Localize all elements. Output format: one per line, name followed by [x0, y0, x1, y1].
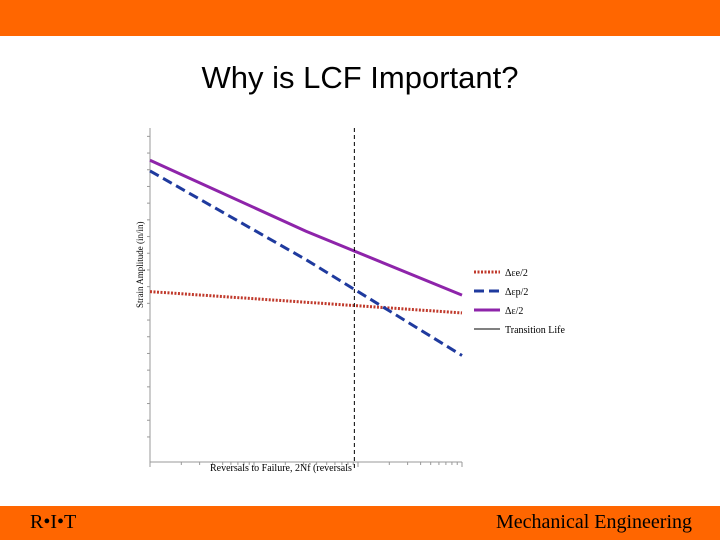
slide-title: Why is LCF Important? [201, 60, 519, 95]
legend-label-0: Δεe/2 [505, 268, 528, 279]
series-line-1 [149, 169, 463, 357]
legend-label-1: Δεp/2 [505, 287, 528, 298]
bottom-footer-bar [0, 506, 720, 540]
footer-department: Mechanical Engineering [495, 511, 692, 533]
y-axis-label: Strain Amplitude (in/in) [135, 222, 145, 309]
x-axis-label: Reversals to Failure, 2Nf (reversals [210, 463, 352, 474]
legend-label-3: Transition Life [505, 325, 565, 336]
top-header-bar [0, 0, 720, 36]
series-line-2 [149, 158, 463, 297]
series-line-0 [149, 290, 463, 315]
legend-label-2: Δε/2 [505, 306, 523, 317]
footer-logo-text: R•I•T [30, 511, 77, 533]
